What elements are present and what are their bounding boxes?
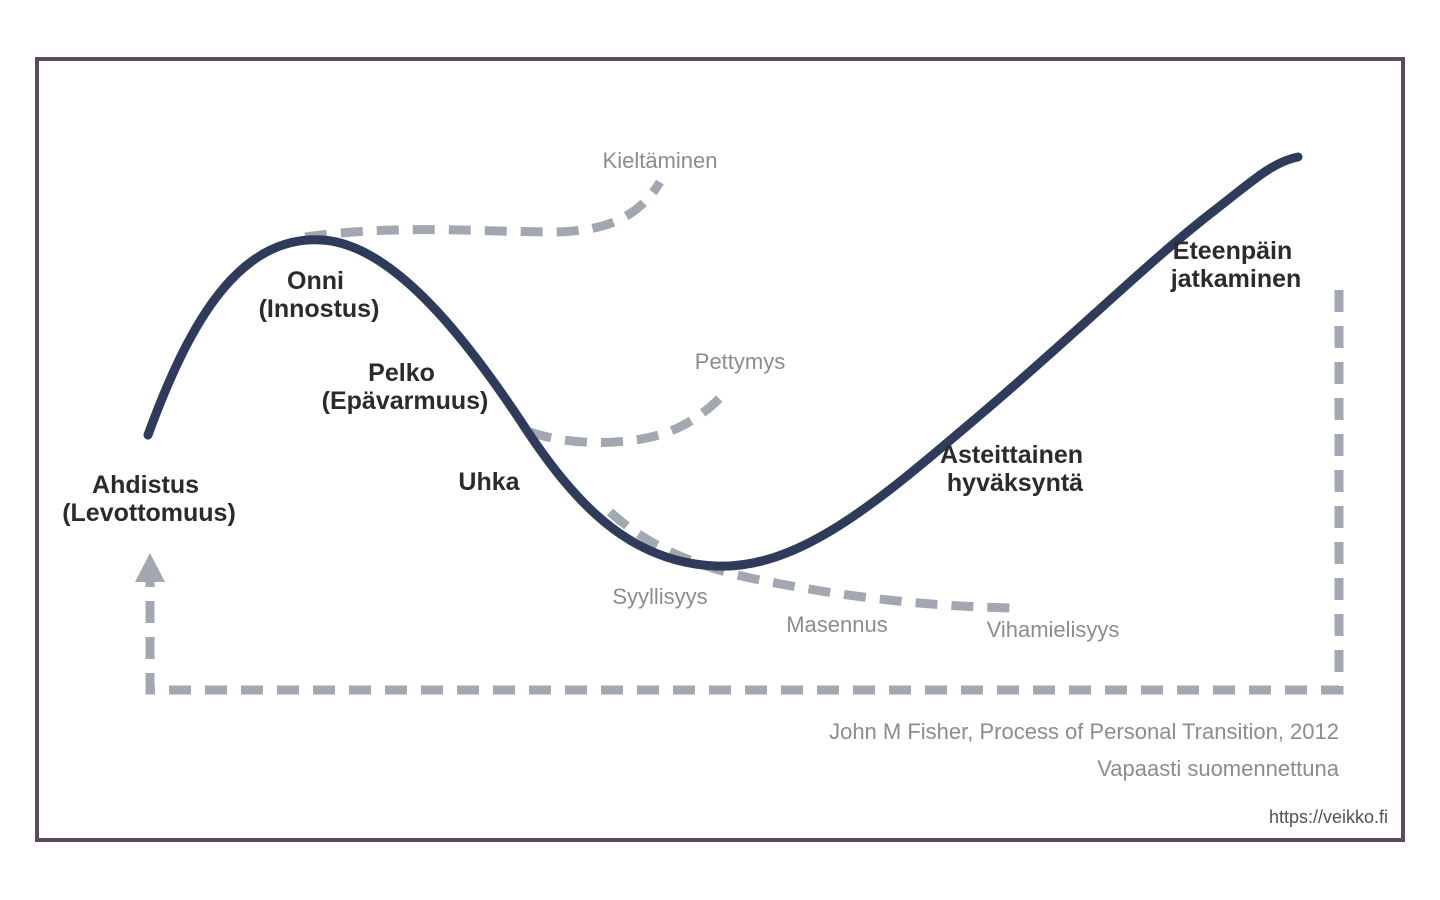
credit-note: Vapaasti suomennettuna — [1097, 756, 1340, 781]
return-arrow-head-icon — [135, 553, 165, 582]
main-transition-curve — [143, 152, 1303, 571]
stage-label-uhka: Uhka — [458, 468, 520, 496]
side-label-kieltaminen: Kieltäminen — [603, 148, 718, 173]
return-loop-dashed-path — [145, 290, 1344, 695]
side-label-vihamielisyys: Vihamielisyys — [987, 617, 1120, 642]
stage-label-ahdistus: Ahdistus (Levottomuus) — [62, 471, 236, 527]
denial-dashed-path — [304, 179, 664, 242]
side-label-pettymys: Pettymys — [695, 349, 785, 374]
diagram-frame — [35, 57, 1405, 842]
stage-label-eteenpain: Eteenpäin jatkaminen — [1170, 237, 1302, 293]
side-label-masennus: Masennus — [786, 612, 888, 637]
credit-source: John M Fisher, Process of Personal Trans… — [829, 719, 1339, 744]
source-url: https://veikko.fi — [1269, 807, 1388, 827]
stage-label-pelko: Pelko (Epävarmuus) — [322, 359, 489, 415]
stage-label-asteittainen: Asteittainen hyväksyntä — [940, 441, 1090, 497]
side-label-syyllisyys: Syyllisyys — [612, 584, 707, 609]
depression-dashed-path — [606, 508, 1013, 613]
disappointment-dashed-path — [528, 389, 729, 447]
stage-label-onni: Onni (Innostus) — [259, 267, 380, 323]
